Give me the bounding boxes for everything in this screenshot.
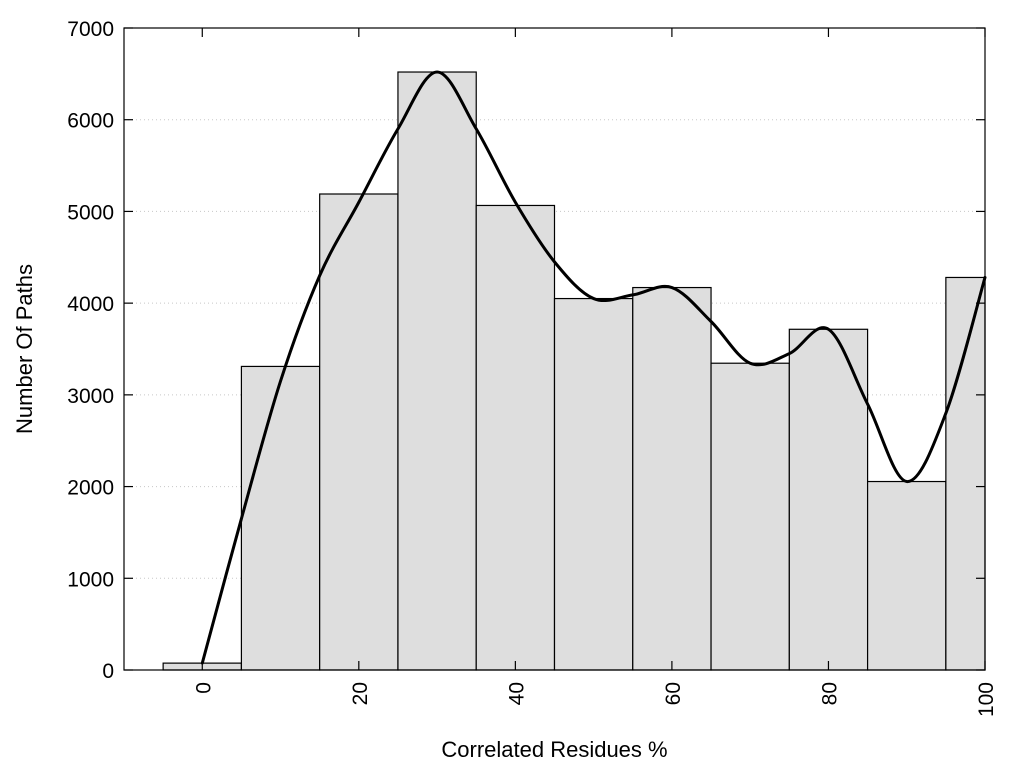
bar [945,276,986,671]
y-tick-label: 0 [102,660,114,683]
bar [866,480,947,671]
smoothed-curve [200,70,987,665]
y-tick-label: 5000 [67,201,114,224]
y-tick-label: 1000 [67,568,114,591]
x-tick-label: 40 [505,682,528,705]
x-tick-label: 100 [975,682,998,717]
bar [475,204,556,671]
y-tick-label: 7000 [67,18,114,41]
y-tick-label: 6000 [67,110,114,133]
x-axis-title: Correlated Residues % [441,737,667,762]
y-tick-label: 3000 [67,385,114,408]
axis-ticks: 0 1000 2000 3000 4000 5000 6000 7000 0 20 40 60 80 10… [67,18,998,717]
y-tick-label: 4000 [67,293,114,316]
bar [397,71,477,671]
bar [710,362,790,671]
y-axis-title: Number Of Paths [12,264,37,434]
plot-frame [123,27,986,671]
x-tick-label: 0 [192,682,215,694]
bar [553,297,634,671]
x-tick-label: 80 [818,682,841,705]
x-tick-label: 20 [349,682,372,705]
bars [162,71,986,671]
bar [240,365,321,671]
y-tick-label: 2000 [67,477,114,500]
bar [319,193,399,671]
x-tick-label: 60 [662,682,685,705]
bar [632,286,712,671]
